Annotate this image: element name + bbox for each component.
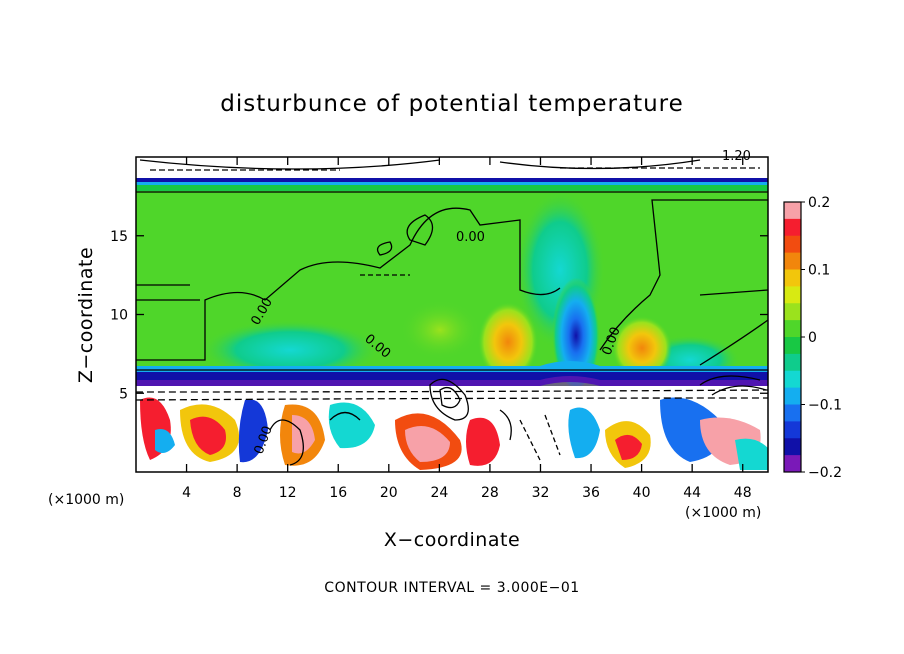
y-axis-label: Z−coordinate — [75, 247, 97, 383]
colorbar-swatch — [784, 370, 801, 389]
warm-anomaly — [612, 316, 672, 380]
colorbar-swatch — [784, 303, 801, 321]
contour-lines — [136, 159, 768, 466]
colorbar-swatch — [784, 269, 801, 287]
contour-interval-note: CONTOUR INTERVAL = 3.000E−01 — [324, 580, 579, 596]
colorbar-tick-label: −0.1 — [808, 398, 842, 414]
lime-region — [400, 300, 480, 360]
colorbar-swatch — [784, 353, 801, 372]
colorbar-swatch — [784, 286, 801, 304]
y-tick-label: 5 — [119, 386, 128, 402]
x-axis-label: X−coordinate — [384, 529, 520, 551]
colorbar-swatch — [784, 252, 801, 270]
colorbar-tick-label: −0.2 — [808, 465, 842, 481]
x-axis-unit: (×1000 m) — [685, 505, 761, 521]
x-tick-label: 32 — [532, 485, 550, 501]
cyan-region — [200, 320, 380, 380]
y-axis: 5 10 15 — [110, 229, 768, 402]
y-tick-label: 10 — [110, 308, 128, 324]
y-tick-label: 15 — [110, 229, 128, 245]
colorbar-swatch — [784, 455, 801, 473]
cold-anomaly — [552, 272, 600, 388]
x-tick-label: 12 — [279, 485, 297, 501]
colorbar-swatch — [784, 387, 801, 405]
colorbar-tick-label: 0.2 — [808, 195, 830, 211]
contour-label: 0.00 — [456, 230, 485, 245]
colorbar-swatch — [784, 404, 801, 422]
chart-title: disturbunce of potential temperature — [220, 91, 684, 117]
colorbar-tick-label: 0 — [808, 330, 817, 346]
x-tick-label: 4 — [182, 485, 191, 501]
colorbar-swatch — [784, 438, 801, 456]
x-tick-label: 20 — [380, 485, 398, 501]
boundary-layer-features — [140, 397, 768, 470]
colorbar-swatch — [784, 320, 801, 338]
x-tick-label: 24 — [430, 485, 448, 501]
plot-area: 0.00 0.00 0.00 0.00 0.00 — [136, 157, 768, 472]
colorbar-swatch — [784, 421, 801, 439]
warm-anomaly — [478, 302, 538, 382]
x-axis: 4 8 12 16 20 24 28 32 36 40 44 48 — [182, 157, 752, 501]
colorbar-swatch — [784, 218, 801, 237]
x-tick-label: 40 — [633, 485, 651, 501]
x-tick-label: 28 — [481, 485, 499, 501]
colorbar-swatch — [784, 202, 801, 220]
colorbar: 0.2 0.1 0 −0.1 −0.2 — [783, 195, 842, 481]
colorbar-tick-label: 0.1 — [808, 263, 830, 279]
colorbar-swatch — [784, 337, 801, 355]
z-axis-unit: (×1000 m) — [48, 492, 124, 508]
x-tick-label: 44 — [683, 485, 701, 501]
x-tick-label: 16 — [329, 485, 347, 501]
x-tick-label: 36 — [582, 485, 600, 501]
x-tick-label: 48 — [734, 485, 752, 501]
colorbar-swatch — [784, 235, 801, 254]
x-tick-label: 8 — [233, 485, 242, 501]
